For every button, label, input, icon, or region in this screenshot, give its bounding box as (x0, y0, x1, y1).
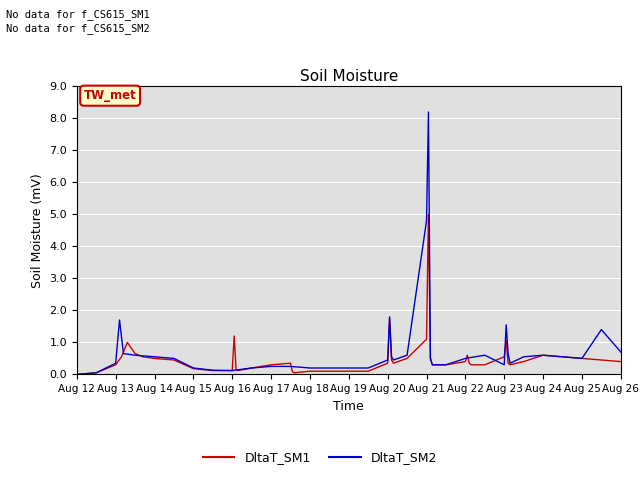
DltaT_SM1 (465, 360, 473, 366)
DltaT_SM2 (429, 362, 436, 368)
DltaT_SM2 (390, 357, 397, 363)
DltaT_SM2 (504, 351, 512, 357)
X-axis label: Time: Time (333, 400, 364, 413)
DltaT_SM2 (306, 365, 314, 371)
DltaT_SM2 (422, 218, 430, 224)
DltaT_SM2 (386, 314, 394, 320)
DltaT_SM2 (73, 372, 81, 377)
DltaT_SM2 (388, 354, 396, 360)
DltaT_SM1 (124, 339, 131, 345)
DltaT_SM1 (170, 357, 178, 363)
DltaT_SM2 (426, 356, 434, 361)
DltaT_SM1 (228, 368, 236, 373)
DltaT_SM2 (112, 360, 120, 366)
DltaT_SM1 (139, 354, 147, 360)
DltaT_SM1 (326, 368, 333, 374)
DltaT_SM1 (403, 356, 411, 361)
DltaT_SM2 (442, 362, 450, 368)
DltaT_SM2 (209, 367, 216, 373)
DltaT_SM1 (364, 368, 372, 374)
DltaT_SM1 (112, 362, 120, 368)
DltaT_SM1 (289, 369, 296, 375)
DltaT_SM2 (364, 365, 372, 371)
DltaT_SM1 (390, 360, 397, 366)
DltaT_SM2 (520, 354, 527, 360)
DltaT_SM2 (120, 351, 127, 357)
DltaT_SM1 (504, 360, 512, 366)
DltaT_SM1 (463, 352, 471, 358)
DltaT_SM1 (209, 368, 216, 373)
DltaT_SM1 (429, 362, 436, 368)
DltaT_SM2 (540, 352, 547, 358)
DltaT_SM1 (424, 212, 432, 217)
DltaT_SM2 (617, 349, 625, 355)
DltaT_SM1 (92, 370, 100, 376)
DltaT_SM1 (384, 360, 392, 366)
DltaT_SM2 (248, 365, 255, 371)
DltaT_SM2 (287, 363, 294, 369)
DltaT_SM2 (500, 362, 508, 368)
DltaT_SM1 (502, 338, 510, 344)
DltaT_SM2 (326, 365, 333, 371)
DltaT_SM1 (291, 370, 298, 376)
DltaT_SM2 (481, 352, 489, 358)
DltaT_SM1 (520, 359, 527, 364)
DltaT_SM1 (73, 372, 81, 377)
DltaT_SM1 (500, 354, 508, 360)
Title: Soil Moisture: Soil Moisture (300, 69, 398, 84)
DltaT_SM2 (150, 354, 158, 360)
DltaT_SM2 (345, 365, 353, 371)
DltaT_SM2 (461, 356, 469, 361)
DltaT_SM2 (502, 322, 510, 328)
DltaT_SM1 (345, 368, 353, 374)
DltaT_SM2 (228, 368, 236, 373)
DltaT_SM1 (467, 362, 475, 368)
Y-axis label: Soil Moisture (mV): Soil Moisture (mV) (31, 173, 44, 288)
DltaT_SM1 (506, 362, 514, 368)
DltaT_SM2 (403, 352, 411, 358)
Text: TW_met: TW_met (84, 89, 136, 102)
DltaT_SM2 (131, 352, 139, 358)
DltaT_SM2 (559, 354, 566, 360)
DltaT_SM1 (118, 354, 125, 360)
DltaT_SM2 (268, 363, 275, 369)
DltaT_SM1 (230, 333, 238, 339)
DltaT_SM2 (598, 327, 605, 333)
DltaT_SM2 (189, 365, 197, 371)
DltaT_SM2 (578, 356, 586, 361)
DltaT_SM1 (189, 366, 197, 372)
DltaT_SM1 (268, 362, 275, 368)
DltaT_SM2 (92, 370, 100, 376)
Line: DltaT_SM2: DltaT_SM2 (77, 112, 621, 374)
DltaT_SM1 (388, 357, 396, 363)
DltaT_SM2 (384, 357, 392, 363)
DltaT_SM1 (461, 359, 469, 364)
DltaT_SM1 (617, 359, 625, 364)
DltaT_SM2 (424, 109, 432, 115)
Legend: DltaT_SM1, DltaT_SM2: DltaT_SM1, DltaT_SM2 (198, 446, 442, 469)
DltaT_SM1 (422, 336, 430, 342)
DltaT_SM1 (598, 357, 605, 363)
DltaT_SM1 (426, 356, 434, 361)
DltaT_SM1 (578, 356, 586, 361)
DltaT_SM1 (481, 362, 489, 368)
DltaT_SM1 (232, 367, 240, 372)
DltaT_SM1 (234, 368, 242, 373)
DltaT_SM1 (386, 315, 394, 321)
DltaT_SM1 (131, 351, 139, 357)
Text: No data for f_CS615_SM2: No data for f_CS615_SM2 (6, 23, 150, 34)
DltaT_SM2 (506, 360, 514, 366)
DltaT_SM2 (116, 317, 124, 323)
DltaT_SM1 (150, 356, 158, 361)
DltaT_SM2 (170, 356, 178, 361)
DltaT_SM1 (442, 362, 450, 368)
DltaT_SM1 (559, 354, 566, 360)
Text: No data for f_CS615_SM1: No data for f_CS615_SM1 (6, 9, 150, 20)
DltaT_SM1 (306, 368, 314, 374)
DltaT_SM1 (248, 365, 255, 371)
DltaT_SM1 (540, 352, 547, 358)
DltaT_SM1 (287, 360, 294, 366)
Line: DltaT_SM1: DltaT_SM1 (77, 215, 621, 374)
